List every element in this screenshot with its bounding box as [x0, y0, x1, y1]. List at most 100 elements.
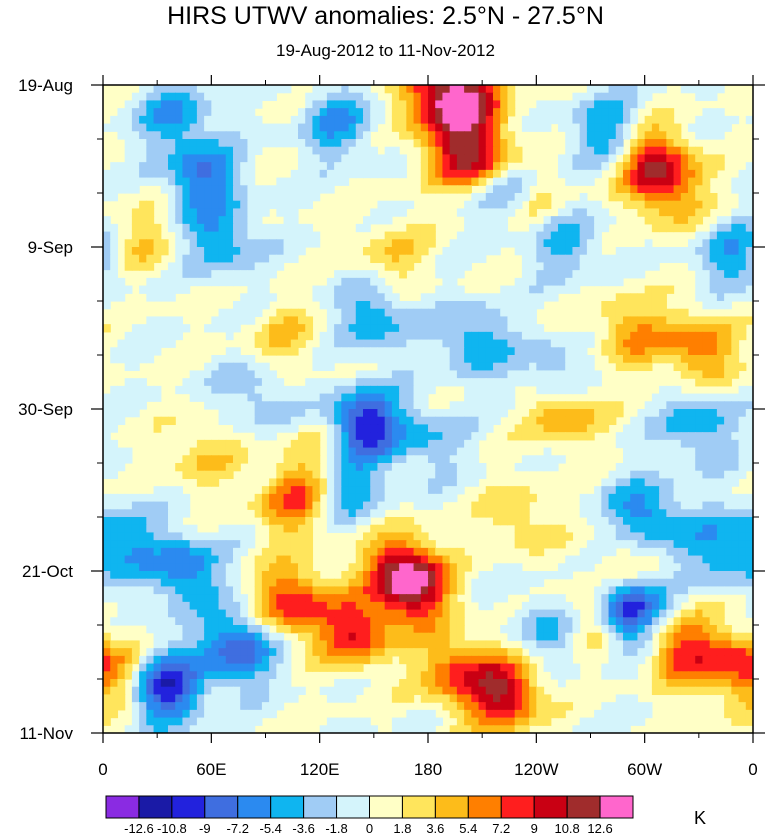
field-cell — [182, 493, 191, 503]
field-cell — [420, 571, 429, 580]
field-cell — [688, 223, 696, 233]
field-cell — [276, 424, 285, 433]
field-cell — [630, 578, 639, 588]
field-cell — [709, 609, 718, 618]
field-cell — [384, 355, 393, 364]
field-cell — [363, 301, 371, 310]
field-cell — [680, 532, 689, 541]
field-cell — [536, 648, 545, 657]
field-cell — [659, 586, 667, 595]
field-cell — [651, 324, 660, 333]
field-cell — [146, 578, 155, 588]
field-cell — [225, 324, 234, 333]
field-cell — [312, 470, 321, 480]
field-cell — [615, 146, 624, 156]
field-cell — [312, 146, 321, 156]
field-cell — [153, 671, 162, 680]
field-cell — [493, 378, 501, 387]
field-cell — [276, 470, 285, 480]
field-cell — [413, 85, 422, 94]
field-cell — [471, 177, 480, 186]
field-cell — [651, 655, 660, 665]
field-cell — [406, 563, 415, 572]
field-cell — [283, 470, 292, 480]
field-cell — [355, 555, 364, 564]
field-cell — [283, 177, 292, 186]
field-cell — [702, 501, 711, 510]
field-cell — [341, 270, 350, 279]
field-cell — [478, 146, 487, 156]
field-cell — [211, 640, 220, 649]
field-cell — [543, 115, 552, 125]
field-cell — [485, 663, 494, 672]
field-cell — [225, 640, 234, 649]
field-cell — [550, 424, 559, 433]
field-cell — [673, 139, 682, 148]
field-cell — [724, 655, 732, 665]
field-cell — [189, 193, 198, 202]
field-cell — [261, 193, 270, 202]
field-cell — [565, 239, 574, 248]
field-cell — [348, 285, 357, 294]
field-cell — [716, 378, 725, 387]
field-cell — [695, 146, 704, 156]
field-cell — [507, 501, 516, 510]
field-cell — [420, 370, 429, 379]
field-cell — [442, 131, 451, 140]
field-cell — [204, 231, 212, 240]
field-cell — [261, 432, 270, 441]
field-cell — [283, 331, 292, 341]
field-cell — [283, 586, 292, 595]
field-cell — [370, 640, 379, 649]
field-cell — [413, 316, 422, 325]
field-cell — [261, 601, 270, 611]
field-cell — [543, 370, 552, 379]
field-cell — [269, 609, 277, 618]
field-cell — [233, 231, 241, 240]
field-cell — [688, 347, 696, 356]
field-cell — [651, 517, 660, 526]
field-cell — [211, 370, 220, 379]
field-cell — [384, 316, 393, 325]
field-cell — [110, 455, 119, 464]
field-cell — [168, 146, 176, 156]
field-cell — [666, 571, 675, 580]
field-cell — [298, 331, 306, 341]
field-cell — [644, 439, 653, 449]
field-cell — [168, 100, 176, 109]
field-cell — [529, 432, 537, 441]
field-cell — [240, 301, 249, 310]
field-cell — [529, 169, 537, 179]
field-cell — [240, 409, 249, 418]
field-cell — [355, 470, 364, 480]
field-cell — [153, 609, 162, 618]
field-cell — [225, 362, 234, 372]
field-cell — [298, 146, 306, 156]
field-cell — [370, 239, 379, 248]
field-cell — [370, 208, 379, 217]
field-cell — [420, 663, 429, 672]
field-cell — [377, 370, 386, 379]
field-cell — [370, 409, 379, 418]
field-cell — [659, 108, 667, 117]
field-cell — [341, 648, 350, 657]
field-cell — [651, 308, 660, 318]
field-cell — [695, 177, 704, 186]
field-cell — [637, 177, 646, 186]
field-cell — [464, 439, 472, 449]
field-cell — [673, 316, 682, 325]
field-cell — [428, 632, 436, 642]
field-cell — [651, 401, 660, 410]
field-cell — [745, 493, 753, 503]
field-cell — [731, 293, 740, 302]
field-cell — [521, 617, 530, 626]
field-cell — [442, 85, 451, 94]
field-cell — [290, 123, 299, 132]
field-cell — [464, 231, 472, 240]
field-cell — [218, 655, 227, 665]
field-cell — [688, 571, 696, 580]
field-cell — [435, 355, 444, 364]
field-cell — [276, 239, 285, 248]
field-cell — [384, 478, 393, 487]
field-cell — [225, 231, 234, 240]
